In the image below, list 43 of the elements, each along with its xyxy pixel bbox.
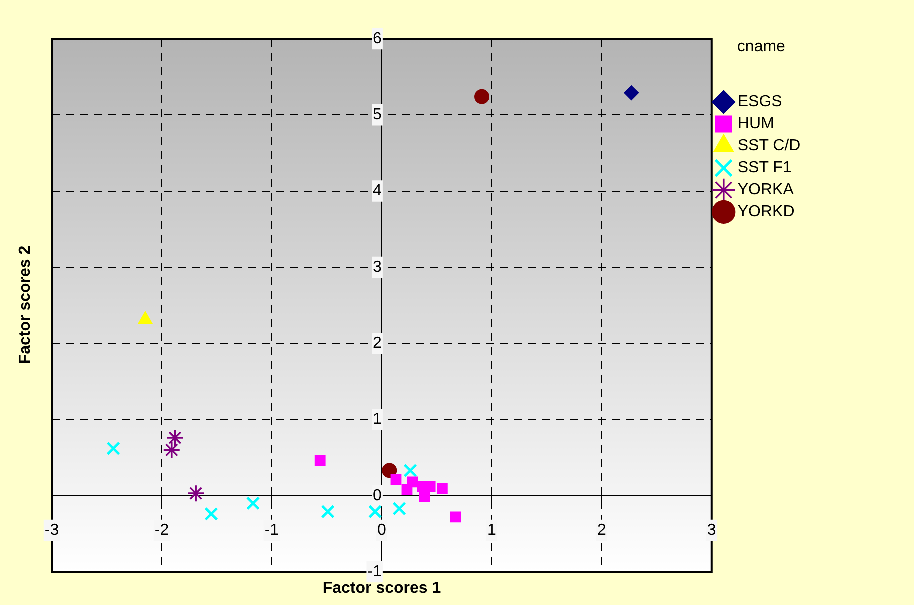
point bbox=[314, 455, 326, 466]
y-tick-label: 4 bbox=[373, 182, 382, 200]
point bbox=[204, 507, 218, 522]
point bbox=[404, 464, 418, 478]
point bbox=[246, 496, 260, 510]
x-tick-label: 2 bbox=[597, 522, 606, 539]
point bbox=[390, 474, 402, 486]
legend-label: SST C/D bbox=[738, 138, 801, 155]
point bbox=[424, 481, 436, 492]
y-tick-label: 0 bbox=[373, 487, 382, 504]
legend-label: YORKA bbox=[738, 182, 794, 199]
point bbox=[106, 442, 120, 456]
point bbox=[436, 484, 448, 494]
x-tick-label: -1 bbox=[264, 522, 280, 539]
x-tick-label: -3 bbox=[44, 522, 60, 539]
point bbox=[187, 484, 205, 502]
x-tick-label: 1 bbox=[487, 522, 496, 539]
x-tick-label: -2 bbox=[154, 522, 170, 539]
x-tick-label: 3 bbox=[707, 522, 716, 539]
point bbox=[368, 504, 382, 519]
point bbox=[162, 441, 181, 460]
y-axis-title: Factor scores 2 bbox=[17, 246, 35, 364]
y-tick-label: -1 bbox=[368, 563, 382, 580]
legend-label: ESGS bbox=[738, 94, 782, 111]
point bbox=[407, 476, 418, 488]
legend-label: YORKD bbox=[738, 204, 795, 221]
y-tick-label: 2 bbox=[373, 334, 382, 352]
legend-label: HUM bbox=[738, 116, 774, 133]
legend-label: SST F1 bbox=[738, 160, 792, 177]
y-tick-label: 5 bbox=[373, 106, 382, 124]
point bbox=[392, 502, 406, 516]
x-axis-title: Factor scores 1 bbox=[322, 580, 442, 598]
point bbox=[419, 491, 430, 502]
point bbox=[382, 463, 398, 478]
y-tick-label: 3 bbox=[373, 258, 382, 276]
point bbox=[624, 86, 640, 101]
legend-title: cname bbox=[737, 38, 786, 56]
y-tick-label: 1 bbox=[373, 411, 382, 428]
point bbox=[321, 504, 335, 519]
point bbox=[450, 512, 462, 523]
point bbox=[474, 89, 490, 104]
point bbox=[166, 429, 184, 447]
y-tick-label: 6 bbox=[373, 30, 382, 48]
